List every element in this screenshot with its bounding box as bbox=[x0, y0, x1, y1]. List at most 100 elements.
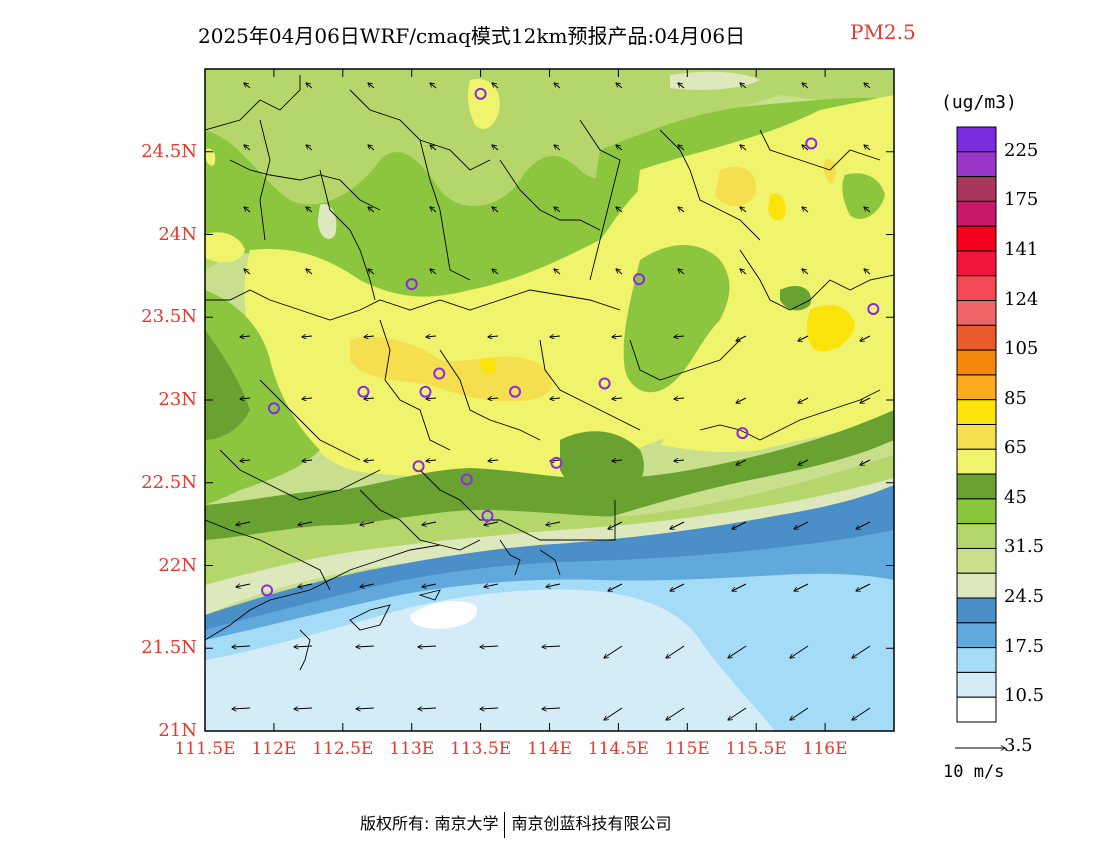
wind-arrow bbox=[244, 207, 251, 213]
colorbar-segment bbox=[956, 374, 997, 401]
wind-arrow bbox=[678, 207, 685, 213]
station-marker bbox=[633, 273, 646, 286]
wind-arrow bbox=[798, 397, 809, 403]
wind-arrow bbox=[430, 207, 437, 213]
wind-arrow bbox=[240, 460, 251, 461]
wind-arrow bbox=[306, 207, 313, 213]
lat-tick-label: 23.5N bbox=[141, 306, 197, 328]
wind-arrow bbox=[670, 583, 685, 591]
wind-arrow bbox=[232, 708, 251, 709]
wind-arrow bbox=[670, 521, 685, 529]
station-marker bbox=[550, 456, 563, 469]
wind-arrow bbox=[364, 398, 375, 399]
wind-arrow bbox=[368, 145, 375, 151]
wind-arrow bbox=[426, 460, 437, 461]
colorbar-segment bbox=[956, 696, 997, 723]
lat-tick-label: 24N bbox=[158, 223, 197, 245]
wind-arrow bbox=[678, 269, 685, 275]
wind-arrow bbox=[302, 460, 313, 461]
colorbar-tick-label: 225 bbox=[1004, 139, 1039, 161]
footer-separator bbox=[504, 811, 506, 838]
wind-arrow bbox=[554, 83, 561, 89]
station-marker bbox=[481, 509, 494, 522]
wind-arrow bbox=[368, 207, 375, 213]
wind-arrow bbox=[430, 269, 437, 275]
wind-arrow bbox=[356, 646, 375, 647]
colorbar-segment bbox=[956, 151, 997, 178]
wind-arrow bbox=[616, 269, 623, 275]
wind-arrow bbox=[856, 521, 871, 529]
wind-arrow bbox=[426, 398, 437, 399]
lon-tick-label: 112E bbox=[251, 739, 297, 759]
wind-arrow bbox=[616, 207, 623, 213]
wind-arrow bbox=[732, 583, 747, 591]
wind-arrow bbox=[492, 207, 499, 213]
wind-arrow bbox=[616, 83, 623, 89]
lat-tick-label: 22N bbox=[158, 554, 197, 576]
colorbar bbox=[956, 126, 997, 723]
wind-arrow bbox=[546, 583, 561, 587]
colorbar-tick-label: 105 bbox=[1004, 338, 1039, 360]
wind-arrow bbox=[236, 583, 251, 587]
wind-arrow bbox=[430, 83, 437, 89]
wind-arrow bbox=[368, 83, 375, 89]
station-marker bbox=[405, 278, 418, 291]
colorbar-segment bbox=[956, 200, 997, 227]
wind-arrow bbox=[728, 645, 747, 658]
wind-arrow bbox=[360, 521, 375, 525]
wind-arrow bbox=[364, 460, 375, 461]
wind-arrow bbox=[666, 707, 685, 720]
lat-tick-label: 22.5N bbox=[141, 471, 197, 493]
wind-arrow bbox=[740, 83, 747, 89]
wind-arrow bbox=[674, 398, 685, 399]
lon-tick-label: 114.5E bbox=[587, 739, 649, 759]
lat-tick-label: 21N bbox=[158, 720, 197, 741]
wind-arrow bbox=[360, 583, 375, 587]
wind-arrow bbox=[856, 583, 871, 591]
colorbar-segment bbox=[956, 448, 997, 475]
wind-arrow bbox=[550, 336, 561, 337]
wind-arrow bbox=[298, 583, 313, 587]
colorbar-segment bbox=[956, 547, 997, 574]
wind-arrow bbox=[732, 521, 747, 529]
colorbar-tick-label: 24.5 bbox=[1004, 586, 1045, 608]
wind-arrow bbox=[488, 460, 499, 461]
wind-arrow bbox=[542, 708, 561, 709]
colorbar-tick-label: 45 bbox=[1004, 486, 1027, 508]
wind-arrow bbox=[740, 145, 747, 151]
colorbar-tick-label: 85 bbox=[1004, 387, 1027, 409]
wind-arrow bbox=[492, 269, 499, 275]
wind-arrow bbox=[302, 336, 313, 337]
wind-arrow bbox=[306, 83, 313, 89]
lat-tick-label: 23N bbox=[158, 389, 197, 410]
station-marker bbox=[598, 377, 611, 390]
wind-arrow bbox=[232, 646, 251, 647]
wind-arrow bbox=[244, 269, 251, 275]
colorbar-segment bbox=[956, 225, 997, 252]
colorbar-unit: (ug/m3) bbox=[941, 92, 1017, 113]
wind-arrow bbox=[608, 521, 623, 529]
wind-arrow bbox=[240, 398, 251, 399]
station-marker bbox=[357, 385, 370, 398]
wind-arrow bbox=[736, 459, 747, 465]
station-marker bbox=[261, 584, 274, 597]
wind-arrow bbox=[612, 460, 623, 461]
station-marker bbox=[509, 385, 522, 398]
wind-arrow bbox=[740, 207, 747, 213]
wind-arrow bbox=[298, 521, 313, 525]
wind-arrow bbox=[790, 707, 809, 720]
wind-arrow bbox=[736, 335, 747, 341]
wind-vectors bbox=[232, 83, 871, 720]
wind-arrow bbox=[612, 398, 623, 399]
colorbar-tick-label: 65 bbox=[1004, 437, 1027, 459]
wind-arrow bbox=[554, 269, 561, 275]
lon-tick-label: 114E bbox=[527, 739, 572, 759]
wind-arrow bbox=[422, 521, 437, 525]
wind-arrow bbox=[674, 460, 685, 461]
wind-arrow bbox=[430, 145, 437, 151]
wind-arrow bbox=[240, 336, 251, 337]
station-marker bbox=[433, 367, 446, 380]
wind-arrow bbox=[492, 83, 499, 89]
wind-arrow bbox=[794, 521, 809, 529]
